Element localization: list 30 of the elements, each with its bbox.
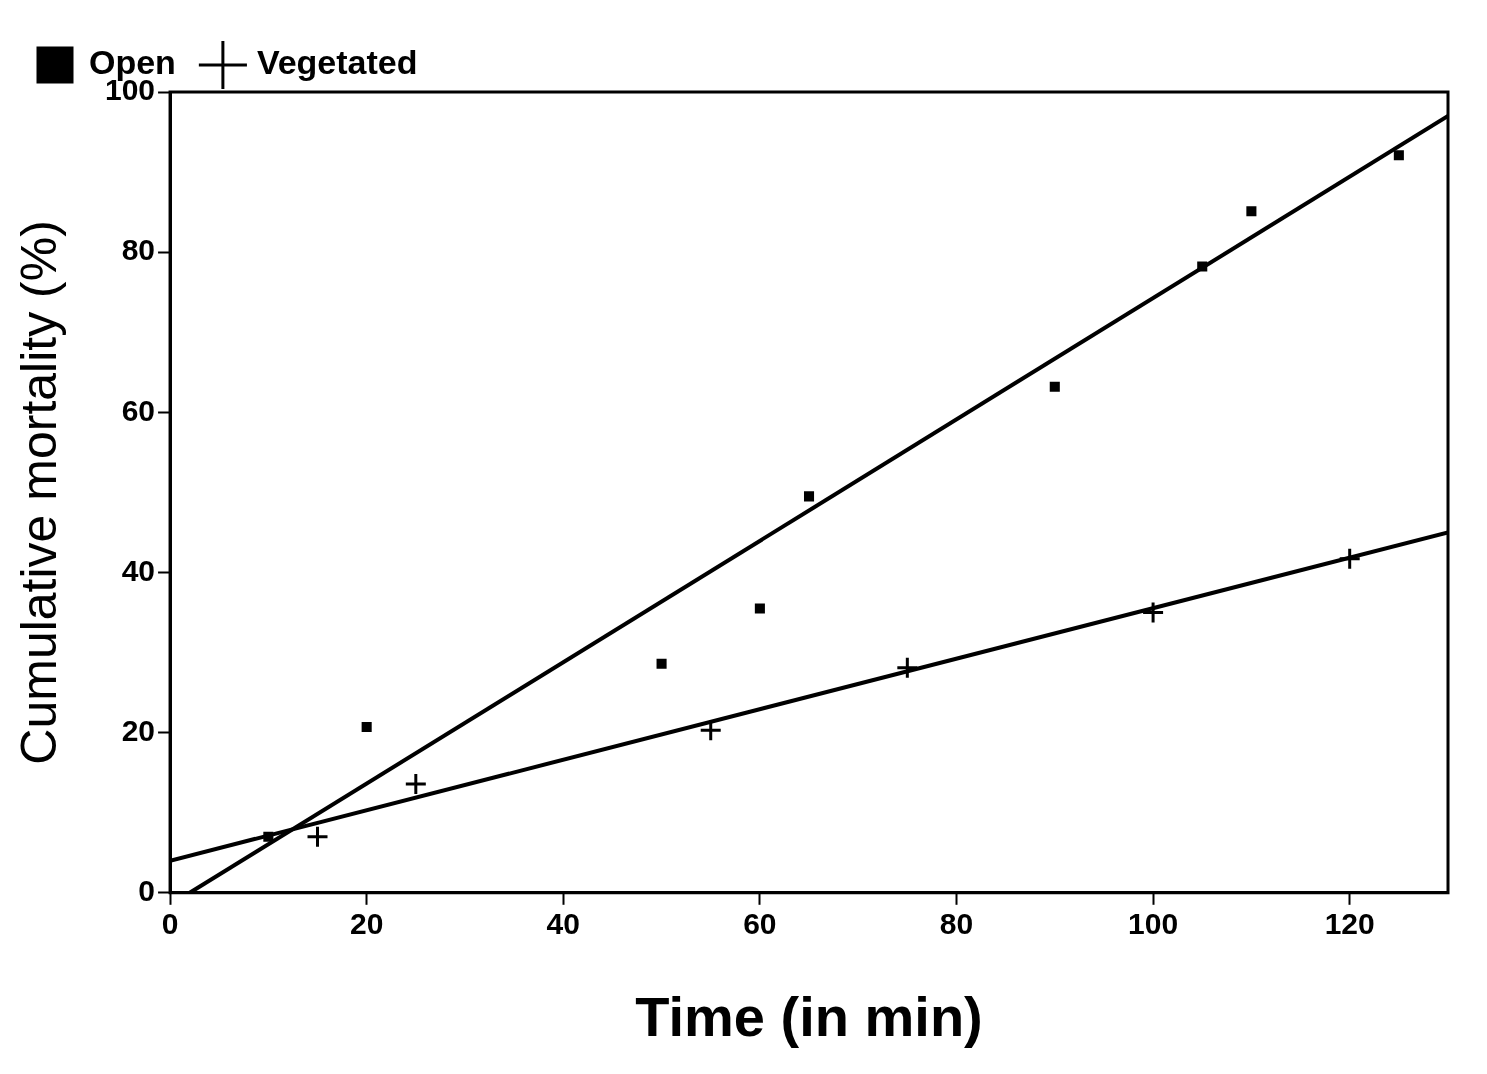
y-tick-label: 20	[121, 713, 156, 747]
point	[1338, 547, 1362, 571]
point	[361, 722, 372, 733]
x-tick-label: 80	[939, 907, 974, 941]
point	[1197, 261, 1208, 272]
x-tick-label: 100	[1128, 907, 1179, 941]
point	[656, 658, 667, 669]
y-tick-label: 60	[121, 393, 156, 427]
point	[754, 603, 765, 614]
point	[1393, 150, 1404, 161]
x-tick-label: 0	[161, 907, 179, 941]
point	[803, 491, 815, 502]
point	[895, 656, 919, 680]
point	[1141, 601, 1165, 625]
x-tick-label: 20	[349, 907, 384, 941]
x-tick-label: 40	[546, 907, 580, 941]
x-tick-label: 120	[1324, 907, 1375, 941]
x-axis-title: Time (in min)	[635, 984, 983, 1048]
point	[699, 718, 723, 742]
point	[263, 831, 274, 842]
legend-label: Vegetated	[256, 43, 418, 82]
point	[1246, 206, 1257, 217]
point	[306, 825, 330, 849]
y-tick-label: 0	[138, 874, 156, 908]
y-tick-label: 80	[121, 233, 156, 267]
point	[1049, 381, 1060, 392]
y-axis-title: Cumulative mortality (%)	[10, 220, 67, 765]
point	[404, 772, 428, 796]
y-tick-label: 40	[121, 553, 156, 587]
x-tick-label: 60	[743, 907, 777, 941]
